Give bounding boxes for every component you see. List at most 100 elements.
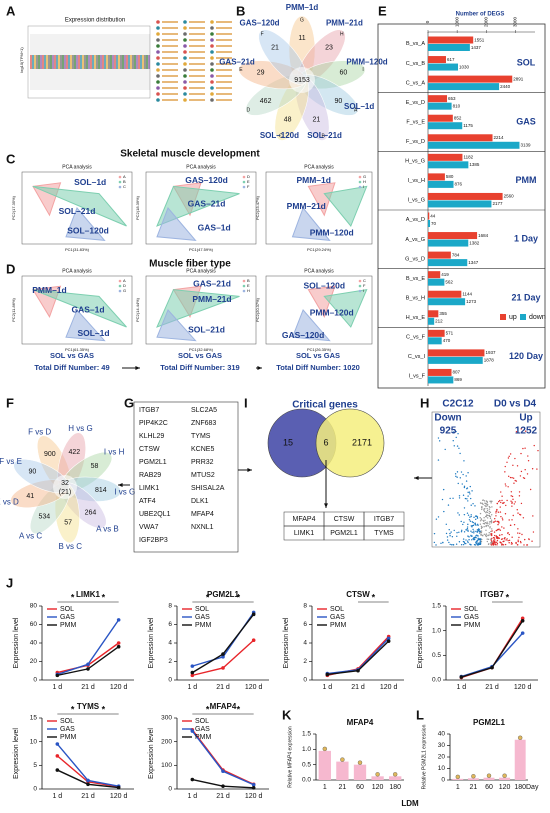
volcano-point	[465, 542, 467, 545]
volcano-point	[523, 544, 525, 546]
volcano-point	[477, 530, 479, 533]
volcano-point	[479, 540, 481, 542]
x-tick-label: 120 d	[245, 793, 263, 800]
volcano-point	[506, 499, 508, 502]
legend-text-bar	[162, 99, 178, 101]
volcano-point	[506, 461, 508, 464]
legend-dot	[242, 175, 246, 179]
legend-text-bar	[162, 39, 178, 41]
bar	[428, 259, 468, 267]
volcano-point	[507, 457, 510, 459]
bar	[428, 290, 462, 298]
volcano-point	[481, 538, 483, 541]
box	[112, 55, 114, 69]
petal-count: 11	[298, 35, 305, 42]
point	[116, 785, 121, 790]
box	[74, 55, 76, 69]
petal-label: I vs H	[104, 448, 125, 457]
petal-count: 422	[68, 449, 80, 456]
volcano-point	[519, 540, 522, 543]
bar-value-label: 44	[430, 213, 436, 218]
volcano-point	[487, 538, 490, 541]
volcano-point	[515, 480, 518, 482]
plot-frame	[431, 411, 541, 548]
volcano-point	[476, 544, 479, 546]
volcano-point	[491, 533, 493, 535]
y-axis-label: Expression level	[148, 728, 155, 779]
legend-text-bar	[216, 51, 232, 53]
volcano-point	[502, 540, 504, 543]
venn-count: 15	[283, 437, 293, 447]
volcano-point	[493, 521, 495, 523]
volcano-point	[520, 542, 522, 544]
volcano-point	[511, 536, 513, 538]
volcano-point	[491, 534, 493, 537]
petal-letter: F	[261, 31, 264, 37]
volcano-point	[514, 501, 516, 503]
bar	[428, 122, 463, 130]
point	[386, 639, 391, 643]
category-label: A_vs_D	[406, 217, 425, 223]
volcano-point	[483, 517, 485, 519]
x-tick-label: 21 d	[216, 793, 230, 800]
volcano-point	[481, 506, 483, 508]
point	[55, 742, 60, 746]
bar-value-label: 3139	[520, 143, 531, 148]
bar-point	[322, 746, 327, 752]
bar-value-label: 419	[441, 272, 449, 277]
petal-letter: C	[279, 134, 283, 140]
volcano-point	[447, 504, 450, 506]
volcano-point	[457, 482, 459, 485]
volcano-point	[499, 499, 501, 502]
legend-text-bar	[162, 27, 178, 29]
petal-count: 534	[39, 513, 51, 520]
volcano-point	[437, 437, 440, 439]
volcano-point	[488, 508, 491, 510]
volcano-point	[528, 538, 530, 540]
group-label: 21 Day	[511, 292, 540, 302]
box	[80, 55, 82, 69]
volcano-point	[513, 503, 515, 505]
volcano-point	[486, 514, 488, 517]
bar	[353, 764, 367, 780]
x-tick-label: 21	[470, 784, 478, 791]
petal-letter: I	[362, 67, 363, 73]
volcano-point	[486, 538, 488, 540]
x-tick-label: 1 d	[52, 793, 62, 800]
volcano-point	[497, 537, 500, 539]
volcano-point	[481, 502, 484, 505]
cluster-hull	[323, 185, 368, 227]
arrow-head	[324, 503, 328, 508]
x-tick-label: 1	[456, 784, 460, 791]
panel-letter: J	[6, 575, 13, 590]
box	[92, 55, 94, 69]
volcano-point	[474, 544, 477, 546]
x-tick-label: 1 d	[456, 684, 466, 691]
bar-value-label: 1382	[469, 240, 480, 245]
volcano-point	[517, 532, 519, 534]
volcano-point	[515, 542, 517, 545]
legend-dot	[210, 56, 214, 60]
x-tick-label: 1 d	[187, 684, 197, 691]
gene-name: CTSW	[139, 446, 160, 453]
point	[190, 673, 195, 678]
volcano-point	[455, 475, 457, 478]
petal-count: 57	[64, 520, 72, 527]
volcano-point	[507, 486, 509, 488]
legend-dot	[358, 284, 362, 288]
volcano-point	[449, 535, 451, 537]
box	[140, 55, 142, 69]
bar-value-label: 810	[453, 103, 461, 108]
volcano-point	[452, 497, 454, 499]
chart-title: LIMK1	[76, 590, 101, 599]
legend-text-bar	[162, 87, 178, 89]
volcano-point	[467, 529, 469, 531]
volcano-point	[435, 518, 438, 520]
group-label: GAS–120d	[185, 175, 228, 185]
volcano-point	[510, 541, 513, 544]
volcano-point	[455, 430, 457, 433]
legend-text-bar	[162, 63, 178, 65]
volcano-point	[533, 444, 535, 447]
legend-label: SOL	[195, 606, 209, 613]
volcano-point	[513, 523, 516, 526]
